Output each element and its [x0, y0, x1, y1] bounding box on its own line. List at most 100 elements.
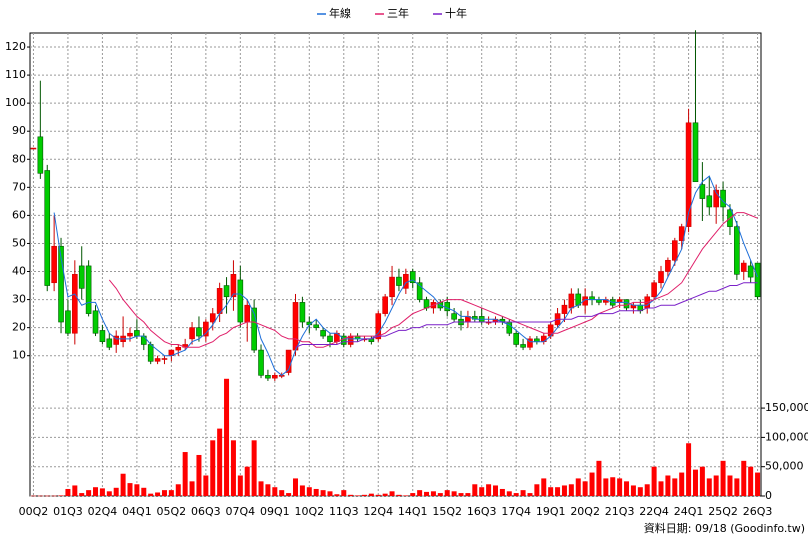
y-tick-label: 120: [5, 40, 26, 53]
volume-bar: [403, 495, 409, 496]
volume-bar: [568, 484, 574, 496]
candle-body: [140, 335, 147, 345]
x-tick-label: 12Q4: [363, 505, 393, 518]
legend-label: 三年: [387, 6, 409, 20]
y-tick-label: 90: [12, 124, 26, 137]
volume-bar: [699, 466, 705, 496]
x-tick-label: 06Q3: [191, 505, 221, 518]
volume-bar: [161, 490, 167, 496]
x-tick-label: 10Q2: [294, 505, 324, 518]
y-tick-label: 50: [12, 236, 26, 249]
volume-bar: [217, 428, 223, 496]
candle-body: [671, 240, 678, 261]
volume-bar: [727, 475, 733, 496]
volume-bar: [575, 478, 581, 496]
y2-tick-label: 0: [765, 489, 772, 502]
candle-body: [244, 304, 251, 323]
candle-body: [299, 302, 306, 323]
y-tick-label: 40: [12, 265, 26, 278]
volume-bar: [541, 478, 547, 496]
x-tick-label: 11Q3: [329, 505, 359, 518]
candle-body: [44, 170, 51, 286]
candle-body: [292, 302, 299, 351]
volume-bar: [348, 494, 354, 496]
candle-body: [375, 313, 382, 340]
volume-bar: [148, 493, 154, 496]
y-tick-label: 80: [12, 152, 26, 165]
y-tick-label: 60: [12, 208, 26, 221]
volume-bar: [424, 491, 430, 496]
candle-body: [320, 330, 326, 337]
x-tick-label: 05Q2: [157, 505, 187, 518]
volume-bar: [520, 490, 526, 496]
volume-bar: [624, 481, 630, 496]
candle-body: [623, 299, 630, 309]
volume-bar: [499, 488, 505, 496]
x-tick-label: 02Q4: [88, 505, 118, 518]
volume-bar: [555, 487, 561, 496]
volume-bar: [168, 490, 174, 496]
x-tick-label: 24Q1: [674, 505, 704, 518]
candle-body: [734, 226, 740, 275]
volume-bar: [444, 490, 450, 496]
candle-body: [216, 288, 223, 314]
x-tick-label: 21Q3: [605, 505, 635, 518]
volume-bar: [396, 494, 402, 496]
volume-bar: [279, 490, 285, 496]
volume-bar: [203, 475, 209, 496]
candle-body: [65, 310, 71, 334]
candle-body: [389, 276, 395, 298]
volume-bar: [113, 487, 119, 496]
x-tick-label: 20Q2: [570, 505, 600, 518]
volume-bar: [189, 481, 195, 496]
volume-bar: [375, 494, 381, 496]
volume-bar: [272, 487, 278, 496]
candle-body: [189, 327, 195, 340]
volume-bar: [120, 473, 126, 496]
volume-bar: [334, 494, 340, 496]
candle-body: [513, 332, 519, 345]
volume-bar: [665, 475, 671, 496]
volume-bar: [748, 466, 754, 496]
candle-body: [713, 189, 719, 208]
legend-label: 十年: [445, 6, 467, 20]
candle-body: [147, 344, 154, 362]
volume-bar: [93, 487, 99, 496]
candle-body: [692, 122, 699, 183]
volume-bar: [327, 491, 333, 496]
candle-body: [58, 245, 64, 323]
candle-body: [30, 147, 37, 150]
volume-bar: [472, 484, 478, 496]
volume-bar: [430, 491, 436, 496]
x-tick-label: 07Q4: [226, 505, 256, 518]
volume-bar: [506, 491, 512, 496]
volume-bar: [513, 493, 519, 496]
x-tick-label: 17Q4: [501, 505, 531, 518]
candle-body: [223, 285, 230, 298]
volume-bar: [692, 469, 698, 496]
volume-bar: [672, 478, 678, 496]
candle-body: [423, 299, 430, 309]
candle-body: [113, 335, 120, 345]
volume-bar: [244, 466, 250, 496]
candle-body: [740, 262, 747, 272]
volume-bar: [355, 495, 361, 496]
volume-bar: [299, 485, 305, 496]
volume-bar: [451, 491, 457, 496]
candle-body: [416, 282, 423, 300]
volume-bar: [230, 440, 236, 496]
volume-bar: [630, 485, 636, 496]
candle-body: [651, 282, 657, 298]
volume-bar: [44, 495, 50, 497]
volume-bar: [265, 484, 271, 496]
candle-body: [327, 335, 333, 342]
candle-body: [251, 307, 257, 351]
candle-body: [272, 375, 278, 379]
candle-body: [209, 313, 216, 323]
x-tick-label: 01Q3: [53, 505, 83, 518]
candle-body: [568, 293, 575, 309]
x-tick-label: 04Q1: [122, 505, 152, 518]
volume-bar: [527, 493, 533, 496]
y-tick-label: 100: [5, 96, 26, 109]
candle-body: [106, 338, 113, 348]
